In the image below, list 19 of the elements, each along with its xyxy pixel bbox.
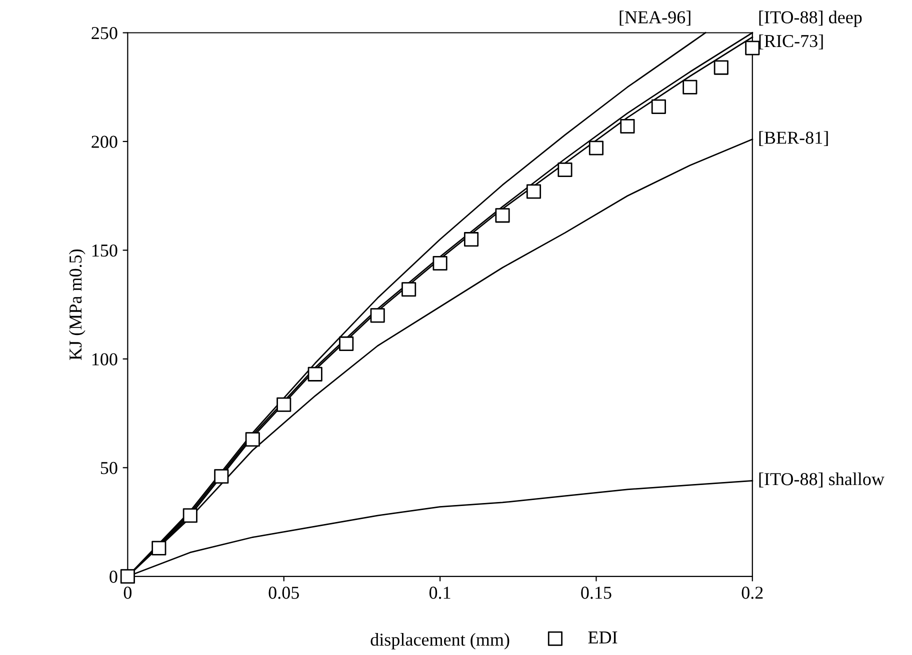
y-tick-label: 100 xyxy=(92,353,118,366)
x-tick-label: 0.15 xyxy=(581,586,612,599)
x-tick-label: 0.05 xyxy=(268,586,299,599)
x-tick-label: 0.2 xyxy=(742,586,763,599)
series-label: [BER-81] xyxy=(759,131,828,146)
x-axis-title: displacement (mm) xyxy=(370,633,510,650)
series-label: [ITO-88] shallow xyxy=(759,472,884,488)
y-tick-label: 250 xyxy=(92,27,118,40)
y-tick-label: 50 xyxy=(100,462,118,474)
x-tick-label: 0 xyxy=(124,586,132,599)
series-label: [RIC-73] xyxy=(759,34,823,50)
legend-label: EDI xyxy=(588,632,618,644)
y-tick-label: 0 xyxy=(110,570,118,583)
y-tick-label: 150 xyxy=(92,244,118,257)
y-axis-title: KJ (MPa m0.5) xyxy=(68,249,86,360)
series-label: [ITO-88] deep xyxy=(759,10,862,28)
y-tick-label: 200 xyxy=(92,136,118,148)
x-tick-label: 0.1 xyxy=(429,586,450,599)
series-label: [NEA-96] xyxy=(620,10,690,26)
